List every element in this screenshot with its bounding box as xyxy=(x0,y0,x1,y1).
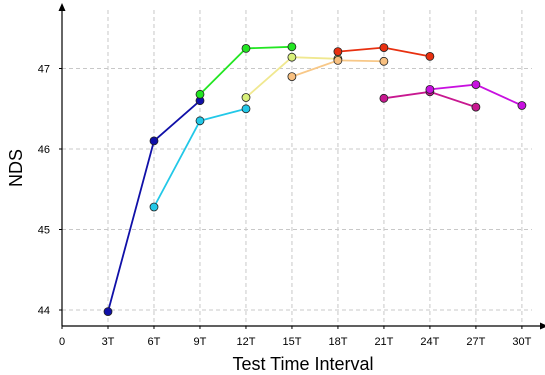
data-point xyxy=(379,43,389,52)
series-points xyxy=(103,42,527,317)
data-point xyxy=(425,52,435,61)
data-point xyxy=(333,56,343,65)
x-tick-label: 6T xyxy=(148,336,161,348)
data-point xyxy=(471,102,481,112)
data-point xyxy=(241,104,251,114)
y-tick-label: 47 xyxy=(38,64,50,76)
data-point xyxy=(287,52,297,62)
y-tick-label: 46 xyxy=(38,144,50,156)
data-point xyxy=(241,93,251,102)
series-lines xyxy=(107,45,523,312)
data-point xyxy=(379,56,389,66)
data-point xyxy=(333,47,343,56)
data-point xyxy=(379,93,389,103)
y-tick-label: 44 xyxy=(38,305,50,317)
x-tick-label: 3T xyxy=(102,336,115,348)
x-tick-label: 9T xyxy=(194,336,207,348)
data-point xyxy=(103,307,113,317)
x-tick-label: 0 xyxy=(59,336,65,348)
x-axis-label: Test Time Interval xyxy=(232,354,373,374)
data-point xyxy=(287,42,297,52)
data-point xyxy=(241,44,251,53)
x-tick-label: 21T xyxy=(374,336,393,348)
data-point xyxy=(287,72,297,81)
x-tick-label: 15T xyxy=(282,336,301,348)
y-tick-labels: 44 45 46 47 xyxy=(38,64,50,318)
x-tick-label: 27T xyxy=(466,336,485,348)
x-tick-labels: 0 3T 6T 9T 12T 15T 18T 21T 24T 27T 30T xyxy=(59,336,532,348)
x-tick-label: 12T xyxy=(236,336,255,348)
data-point xyxy=(195,89,205,99)
data-point xyxy=(517,101,527,110)
y-axis-label: NDS xyxy=(6,149,26,187)
x-axis-arrow xyxy=(540,322,545,330)
data-point xyxy=(149,202,159,212)
y-tick-label: 45 xyxy=(38,225,50,237)
axes xyxy=(58,3,545,330)
x-tick-label: 24T xyxy=(420,336,439,348)
data-point xyxy=(195,116,205,126)
data-point xyxy=(149,136,159,146)
y-axis-arrow xyxy=(58,3,66,11)
data-point xyxy=(425,85,435,94)
x-tick-label: 30T xyxy=(512,336,531,348)
data-point xyxy=(471,80,481,89)
x-tick-label: 18T xyxy=(328,336,347,348)
